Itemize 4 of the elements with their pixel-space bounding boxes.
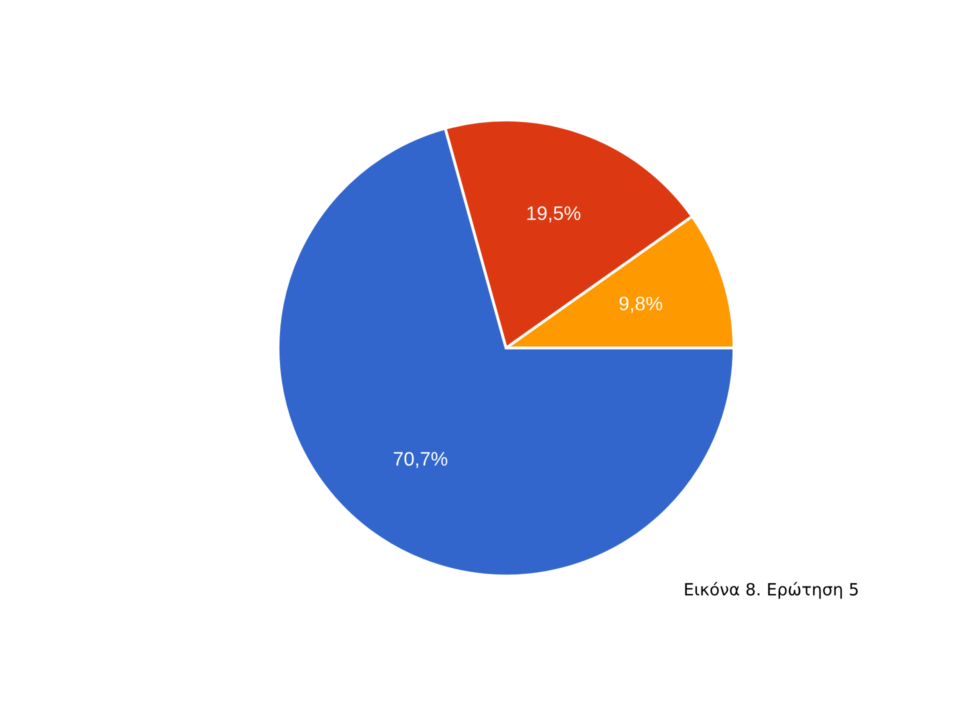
data-label: 19,5% — [527, 206, 580, 222]
text: Εικόνα 8. Ερώτηση 5 — [685, 582, 858, 599]
data-label: 9,8% — [619, 296, 662, 313]
data-label: 70,7% — [394, 452, 448, 468]
